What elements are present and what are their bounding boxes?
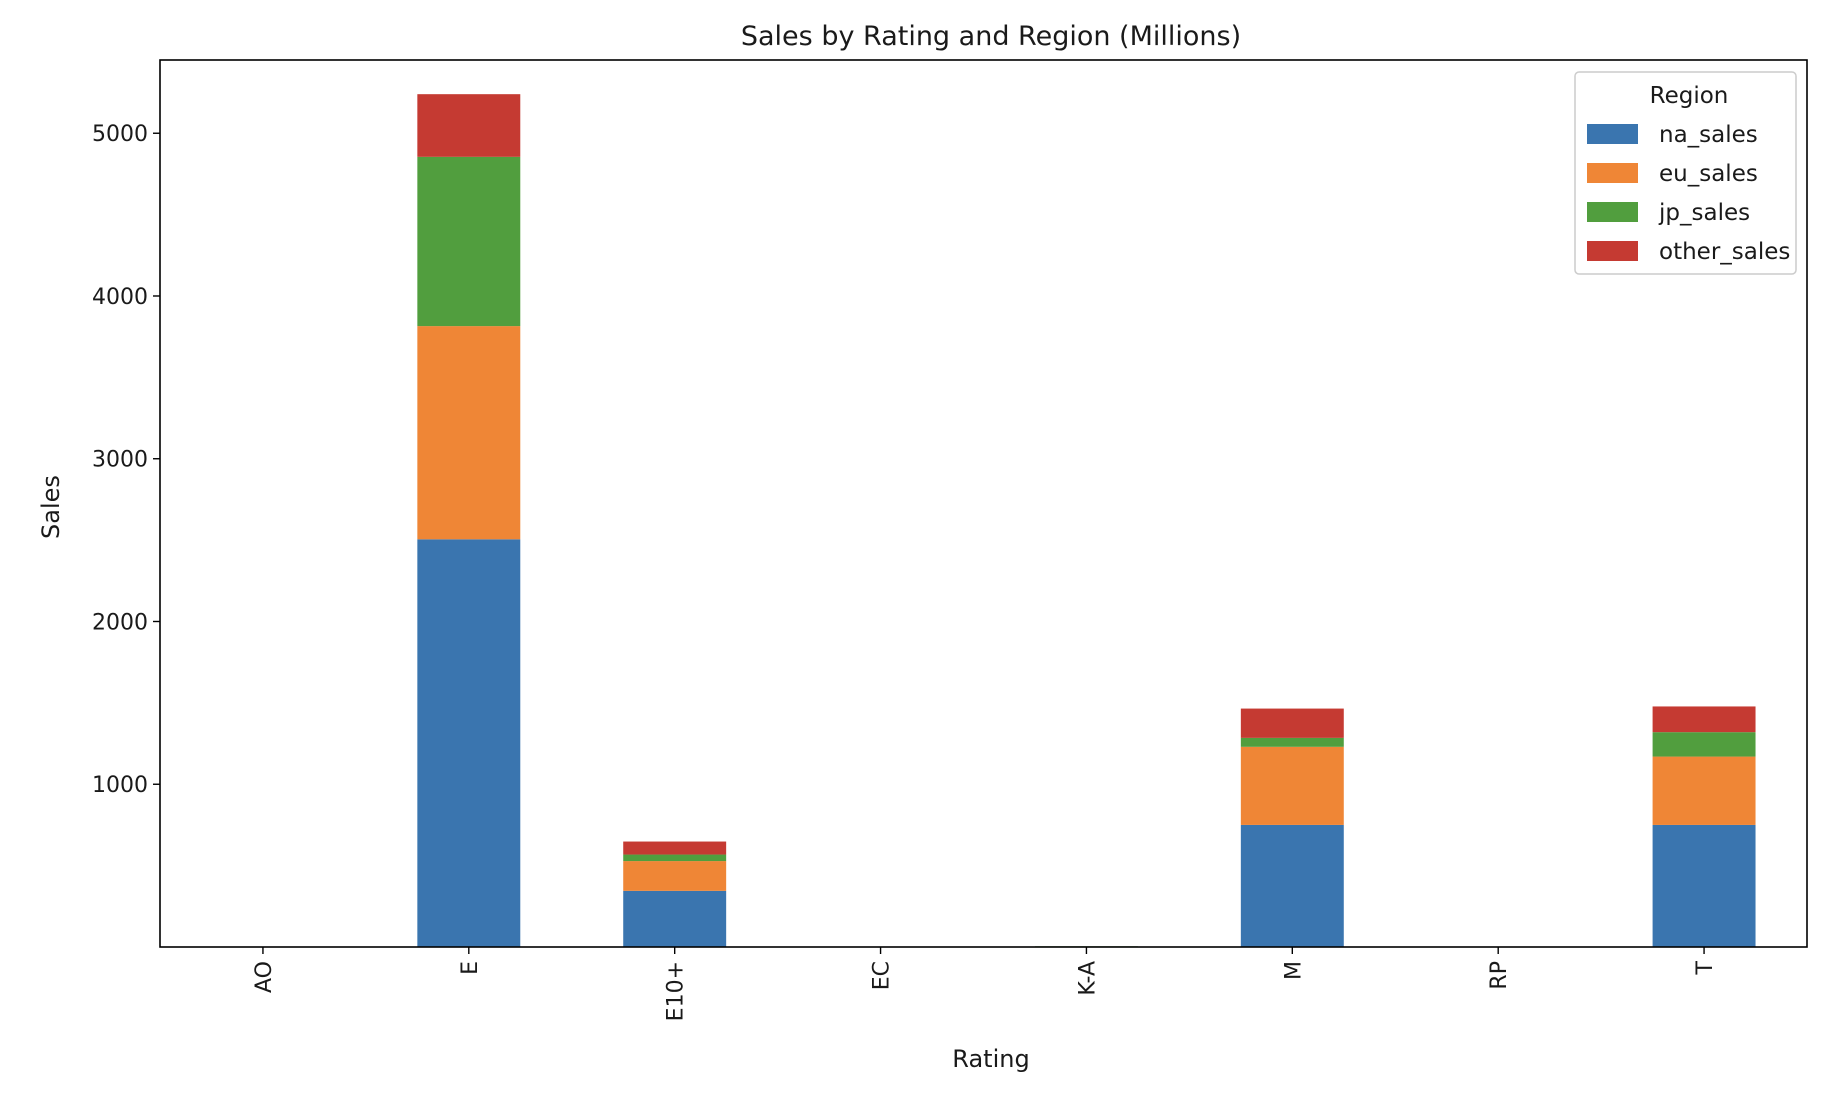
x-tick-label-E10+: E10+ xyxy=(664,961,689,1021)
bar-na_sales-T xyxy=(1652,824,1756,947)
legend-label-na_sales: na_sales xyxy=(1659,122,1758,148)
x-tick-label-E: E xyxy=(458,961,483,975)
legend-items: na_sales eu_sales jp_sales other_sales xyxy=(1587,122,1790,265)
bar-na_sales-E10+ xyxy=(623,890,727,947)
x-axis-label: Rating xyxy=(952,1045,1029,1073)
bar-jp_sales-E10+ xyxy=(623,854,727,862)
y-tick-label-2000: 2000 xyxy=(92,610,148,635)
legend-label-eu_sales: eu_sales xyxy=(1659,161,1758,187)
chart-title: Sales by Rating and Region (Millions) xyxy=(741,21,1241,52)
legend-swatch-other_sales xyxy=(1587,241,1638,261)
x-tick-label-K-A: K-A xyxy=(1075,961,1100,996)
plot-frame xyxy=(159,59,1808,948)
bar-na_sales-M xyxy=(1240,824,1344,947)
x-tick-label-M: M xyxy=(1281,961,1306,980)
legend-swatch-jp_sales xyxy=(1587,202,1638,222)
bar-other_sales-T xyxy=(1652,706,1756,733)
bar-other_sales-E10+ xyxy=(623,841,727,855)
bar-other_sales-E xyxy=(417,94,521,157)
bar-jp_sales-T xyxy=(1652,732,1756,757)
bars-layer xyxy=(211,94,1756,947)
bar-jp_sales-E xyxy=(417,156,521,327)
x-tick-label-T: T xyxy=(1693,960,1718,975)
legend-swatch-eu_sales xyxy=(1587,163,1638,183)
x-tick-label-AO: AO xyxy=(252,961,277,993)
legend-label-jp_sales: jp_sales xyxy=(1658,200,1750,226)
y-tick-label-5000: 5000 xyxy=(92,122,148,147)
legend-title: Region xyxy=(1650,83,1729,109)
y-axis-label: Sales xyxy=(37,475,65,539)
bar-other_sales-M xyxy=(1240,708,1344,738)
legend: Region na_sales eu_sales jp_sales other_sal… xyxy=(1574,71,1797,275)
bar-jp_sales-M xyxy=(1240,737,1344,747)
legend-box xyxy=(1574,71,1797,275)
y-tick-label-1000: 1000 xyxy=(92,773,148,798)
bar-eu_sales-E10+ xyxy=(623,861,727,891)
y-tick-label-3000: 3000 xyxy=(92,448,148,473)
bar-na_sales-E xyxy=(417,539,521,947)
legend-label-other_sales: other_sales xyxy=(1659,239,1790,265)
x-tick-label-EC: EC xyxy=(870,961,895,990)
legend-swatch-na_sales xyxy=(1587,124,1638,144)
y-axis: 1000 2000 3000 4000 5000 xyxy=(92,122,160,798)
bar-eu_sales-M xyxy=(1240,746,1344,825)
x-tick-label-RP: RP xyxy=(1487,961,1512,990)
x-axis: AO E E10+ EC K-A M RP T xyxy=(252,947,1718,1021)
y-tick-label-4000: 4000 xyxy=(92,285,148,310)
bar-eu_sales-E xyxy=(417,326,521,540)
bar-eu_sales-T xyxy=(1652,756,1756,825)
